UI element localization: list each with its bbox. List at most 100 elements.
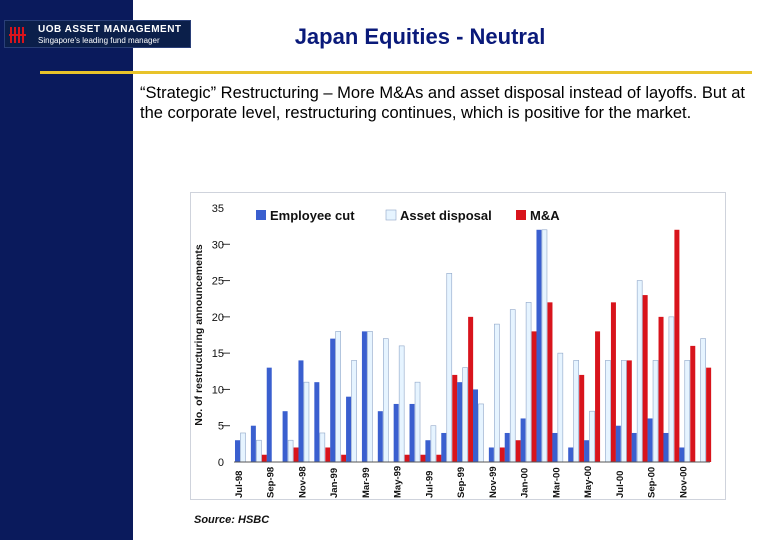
x-tick-label: Nov-00: [678, 466, 689, 498]
y-tick-label: 20: [212, 312, 224, 324]
y-tick-label: 0: [218, 457, 224, 469]
employee-cut-bar: [298, 360, 304, 462]
asset-disposal-bar: [684, 360, 691, 463]
y-tick-label: 15: [212, 348, 224, 360]
ma-bar: [404, 454, 410, 462]
x-tick-label: Jul-98: [234, 471, 245, 498]
employee-cut-bar: [425, 440, 431, 462]
asset-disposal-bar: [541, 229, 548, 463]
employee-cut-bar: [631, 432, 637, 462]
employee-cut-bar: [330, 338, 336, 462]
x-tick-label: Nov-99: [488, 466, 499, 498]
x-tick-label: Mar-00: [551, 467, 562, 498]
employee-cut-bar: [393, 403, 399, 462]
ma-bar: [325, 447, 331, 462]
x-tick-label: Sep-99: [456, 467, 467, 498]
restructuring-bar-chart: 0 5 10 15 20 25 30 35 No. of restructuring annou…: [193, 203, 712, 498]
asset-disposal-bar: [700, 338, 706, 463]
asset-disposal-bar: [494, 323, 500, 463]
asset-disposal-bar: [478, 403, 484, 463]
asset-disposal-bar: [446, 273, 453, 463]
y-tick-label: 30: [212, 239, 224, 251]
asset-disposal-bar: [303, 381, 310, 463]
asset-disposal-bar: [573, 360, 580, 463]
legend-swatch: [256, 210, 266, 220]
ma-bar: [452, 374, 458, 462]
asset-disposal-bar: [240, 432, 246, 463]
asset-disposal-bar: [430, 425, 437, 463]
y-tick-label: 25: [212, 276, 224, 288]
sidebar-panel: [0, 0, 133, 540]
ma-bar: [706, 367, 712, 462]
source-note: Source: HSBC: [194, 514, 270, 526]
x-tick-label: Jan-00: [520, 468, 531, 498]
asset-disposal-bar: [335, 331, 341, 463]
employee-cut-bar: [282, 411, 288, 462]
ma-bar: [436, 454, 442, 462]
x-tick-label: May-99: [393, 466, 404, 498]
y-tick-label: 5: [218, 421, 224, 433]
slide-subtitle: “Strategic” Restructuring – More M&As an…: [140, 84, 745, 122]
x-tick-label: Jan-99: [329, 468, 340, 498]
asset-disposal-bar: [462, 367, 468, 463]
ma-bar: [690, 345, 696, 462]
employee-cut-bar: [235, 440, 240, 462]
ma-bar: [515, 440, 521, 462]
ma-bar: [642, 295, 648, 462]
brand-logo: UOB ASSET MANAGEMENT Singapore's leading…: [4, 20, 191, 48]
y-tick-label: 10: [212, 384, 224, 396]
asset-disposal-bar: [414, 381, 421, 463]
employee-cut-bar: [250, 425, 256, 462]
x-tick-label: Sep-00: [647, 467, 658, 498]
x-tick-label: Sep-98: [266, 467, 277, 498]
ma-bar: [468, 316, 474, 462]
ma-bar: [499, 447, 505, 462]
brand-tagline: Singapore's leading fund manager: [38, 36, 160, 45]
asset-disposal-bar: [652, 360, 659, 463]
ma-bar: [595, 331, 601, 462]
employee-cut-bar: [488, 447, 494, 462]
asset-disposal-bar: [398, 345, 405, 463]
employee-cut-bar: [361, 331, 367, 462]
employee-cut-bar: [552, 432, 558, 462]
employee-cut-bar: [377, 411, 383, 462]
x-tick-label: Jul-00: [615, 471, 626, 498]
employee-cut-bar: [536, 229, 542, 462]
legend-swatch: [385, 209, 397, 221]
employee-cut-bar: [346, 396, 352, 462]
employee-cut-bar: [647, 418, 653, 462]
legend-label: M&A: [530, 208, 560, 223]
asset-disposal-bar: [620, 360, 627, 463]
employee-cut-bar: [504, 432, 510, 462]
ma-bar: [579, 374, 585, 462]
ma-bar: [293, 447, 299, 462]
x-tick-label: Mar-99: [361, 467, 372, 498]
employee-cut-bar: [266, 367, 272, 462]
asset-disposal-bar: [367, 331, 373, 463]
employee-cut-bar: [679, 447, 685, 462]
ma-bar: [261, 454, 267, 462]
asset-disposal-bar: [636, 280, 643, 463]
y-axis-title: No. of restructuring announcements: [193, 244, 205, 426]
page-title: Japan Equities - Neutral: [294, 24, 546, 49]
employee-cut-bar: [409, 403, 415, 462]
legend-swatch: [516, 210, 526, 220]
brand-name: UOB ASSET MANAGEMENT: [38, 24, 182, 35]
employee-cut-bar: [473, 389, 478, 462]
employee-cut-bar: [457, 382, 463, 462]
employee-cut-bar: [584, 440, 590, 462]
ma-bar: [674, 229, 680, 462]
asset-disposal-bar: [525, 302, 532, 463]
ma-bar: [610, 302, 616, 462]
legend-label: Asset disposal: [400, 208, 492, 223]
x-tick-label: Nov-98: [297, 466, 308, 498]
asset-disposal-bar: [351, 360, 357, 463]
asset-disposal-bar: [319, 432, 326, 463]
y-tick-label: 35: [212, 203, 224, 215]
ma-bar: [420, 454, 426, 462]
ma-bar: [626, 360, 632, 462]
asset-disposal-bar: [509, 309, 516, 463]
asset-disposal-bar: [668, 316, 675, 463]
asset-disposal-bar: [256, 439, 262, 463]
ma-bar: [658, 316, 664, 462]
